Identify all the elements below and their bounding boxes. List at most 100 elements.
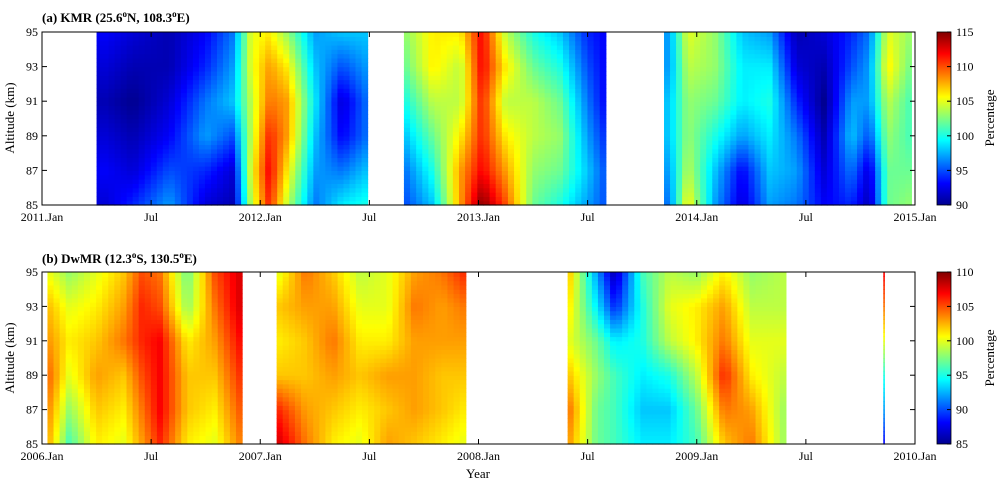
heat-cell: [416, 114, 423, 120]
heat-cell: [808, 157, 816, 163]
heat-cell: [593, 44, 601, 50]
heat-cell: [265, 127, 272, 133]
heat-cell: [59, 353, 67, 359]
heat-cell: [422, 79, 429, 85]
heat-cell: [581, 148, 589, 154]
heat-cell: [174, 101, 182, 107]
heat-cell: [881, 174, 888, 180]
heat-cell: [343, 92, 351, 98]
heat-cell: [887, 79, 894, 85]
heat-cell: [544, 157, 552, 163]
heat-cell: [47, 332, 55, 338]
heat-cell: [532, 83, 540, 89]
heat-cell: [700, 53, 707, 59]
heat-cell: [403, 118, 411, 124]
heat-cell: [863, 118, 870, 124]
heat-cell: [471, 135, 478, 141]
heat-cell: [796, 131, 804, 137]
heat-cell: [138, 118, 146, 124]
heat-cell: [814, 157, 822, 163]
heat-cell: [132, 153, 140, 159]
heat-cell: [905, 153, 912, 159]
heat-cell: [820, 114, 828, 120]
heat-cell: [47, 422, 55, 428]
heat-cell: [760, 79, 768, 85]
heat-cell: [102, 114, 110, 120]
heat-cell: [796, 70, 804, 76]
heat-cell: [180, 75, 188, 81]
heat-cell: [253, 118, 260, 124]
heat-cell: [851, 166, 858, 171]
heat-cell: [760, 49, 768, 55]
heat-cell: [808, 135, 816, 141]
heat-cell: [47, 418, 55, 424]
heat-cell: [514, 44, 521, 50]
heat-cell: [180, 192, 188, 197]
heat-cell: [186, 36, 194, 42]
heat-cell: [875, 88, 882, 94]
heat-cell: [820, 75, 828, 81]
heat-cell: [313, 92, 320, 98]
heat-cell: [712, 174, 719, 180]
heat-cell: [682, 92, 689, 98]
heat-cell: [217, 135, 224, 141]
heat-cell: [132, 62, 140, 68]
heat-cell: [736, 62, 744, 68]
heat-cell: [575, 179, 582, 184]
heat-cell: [410, 127, 417, 133]
heat-cell: [784, 179, 792, 184]
heat-cell: [760, 174, 768, 180]
heat-cell: [337, 131, 345, 137]
heat-cell: [307, 44, 314, 50]
heat-cell: [724, 196, 731, 202]
heat-cell: [241, 70, 248, 76]
heat-cell: [223, 36, 230, 42]
heat-cell: [229, 135, 236, 141]
heat-cell: [174, 144, 182, 150]
heat-cell: [501, 105, 509, 111]
heat-cell: [507, 57, 515, 63]
heat-cell: [514, 183, 521, 189]
heat-cell: [422, 183, 429, 189]
heat-cell: [210, 70, 218, 76]
heat-cell: [132, 109, 140, 115]
heat-cell: [337, 127, 345, 133]
heat-cell: [544, 153, 552, 159]
heat-cell: [593, 161, 601, 167]
heat-cell: [670, 70, 677, 76]
heat-cell: [53, 340, 61, 346]
heat-cell: [96, 127, 104, 133]
heat-cell: [875, 192, 882, 197]
heat-cell: [241, 40, 248, 46]
heat-cell: [343, 140, 351, 146]
heat-cell: [465, 79, 472, 85]
heat-cell: [198, 135, 206, 141]
heat-cell: [477, 105, 485, 111]
heat-cell: [688, 161, 695, 167]
heat-cell: [319, 148, 326, 154]
heat-cell: [718, 114, 725, 120]
heat-cell: [587, 114, 595, 120]
heat-cell: [204, 92, 212, 98]
heat-cell: [295, 114, 302, 120]
heat-cell: [465, 36, 472, 42]
heat-cell: [569, 122, 576, 128]
heat-cell: [905, 122, 912, 128]
heat-cell: [676, 62, 683, 68]
heat-cell: [331, 92, 339, 98]
heat-cell: [403, 166, 411, 171]
heat-cell: [186, 127, 194, 133]
heat-cell: [403, 109, 411, 115]
heat-cell: [96, 183, 104, 189]
heat-cell: [325, 196, 333, 202]
heat-cell: [241, 92, 248, 98]
heat-cell: [832, 75, 840, 81]
heat-cell: [778, 166, 786, 171]
heat-cell: [150, 57, 158, 63]
heat-cell: [838, 66, 846, 72]
heat-cell: [223, 200, 230, 206]
heat-cell: [247, 88, 254, 94]
heat-cell: [349, 105, 357, 111]
heat-cell: [778, 187, 786, 193]
heat-cell: [337, 36, 345, 42]
